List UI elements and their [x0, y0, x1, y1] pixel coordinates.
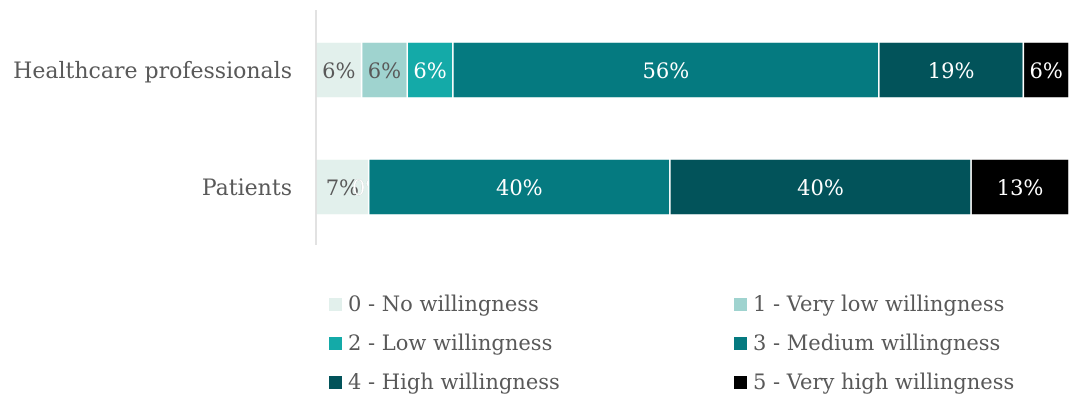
- legend-swatch: [734, 375, 747, 389]
- data-label: 56%: [643, 59, 690, 83]
- data-label: 40%: [797, 176, 844, 200]
- data-label: 40%: [496, 176, 543, 200]
- bars-layer: 6%6%6%56%19%6%7%0%0%40%40%13%: [315, 41, 1070, 216]
- data-label: 19%: [928, 59, 975, 83]
- legend-swatch: [329, 375, 342, 389]
- data-label: 6%: [413, 59, 446, 83]
- category-labels: Healthcare professionals Patients: [13, 59, 292, 201]
- legend-label: 4 - High willingness: [348, 370, 560, 394]
- legend-label: 1 - Very low willingness: [753, 292, 1005, 316]
- legend-item: 3 - Medium willingness: [734, 325, 1049, 361]
- data-label: 6%: [1030, 59, 1063, 83]
- category-label: Patients: [202, 176, 292, 201]
- legend-label: 3 - Medium willingness: [753, 331, 1001, 355]
- legend-item: 1 - Very low willingness: [734, 286, 1049, 322]
- bar-segment: [878, 41, 1025, 99]
- data-label: 6%: [322, 59, 355, 83]
- legend: 0 - No willingness 1 - Very low willingne…: [329, 286, 1049, 400]
- category-label: Healthcare professionals: [13, 59, 292, 84]
- data-label: 7%: [326, 176, 359, 200]
- legend-item: 5 - Very high willingness: [734, 364, 1049, 400]
- legend-swatch: [329, 336, 342, 350]
- legend-item: 0 - No willingness: [329, 286, 734, 322]
- bar-segment: [452, 41, 880, 99]
- data-label: 6%: [368, 59, 401, 83]
- data-label: 13%: [997, 176, 1044, 200]
- legend-swatch: [734, 336, 747, 350]
- bar-segment: [367, 158, 671, 216]
- legend-swatch: [329, 297, 342, 311]
- legend-label: 5 - Very high willingness: [753, 370, 1015, 394]
- legend-label: 0 - No willingness: [348, 292, 539, 316]
- legend-swatch: [734, 297, 747, 311]
- bar-segment: [970, 158, 1070, 216]
- legend-item: 2 - Low willingness: [329, 325, 734, 361]
- legend-label: 2 - Low willingness: [348, 331, 553, 355]
- legend-item: 4 - High willingness: [329, 364, 734, 400]
- bar-segment: [1022, 41, 1070, 99]
- bar-segment: [360, 41, 409, 99]
